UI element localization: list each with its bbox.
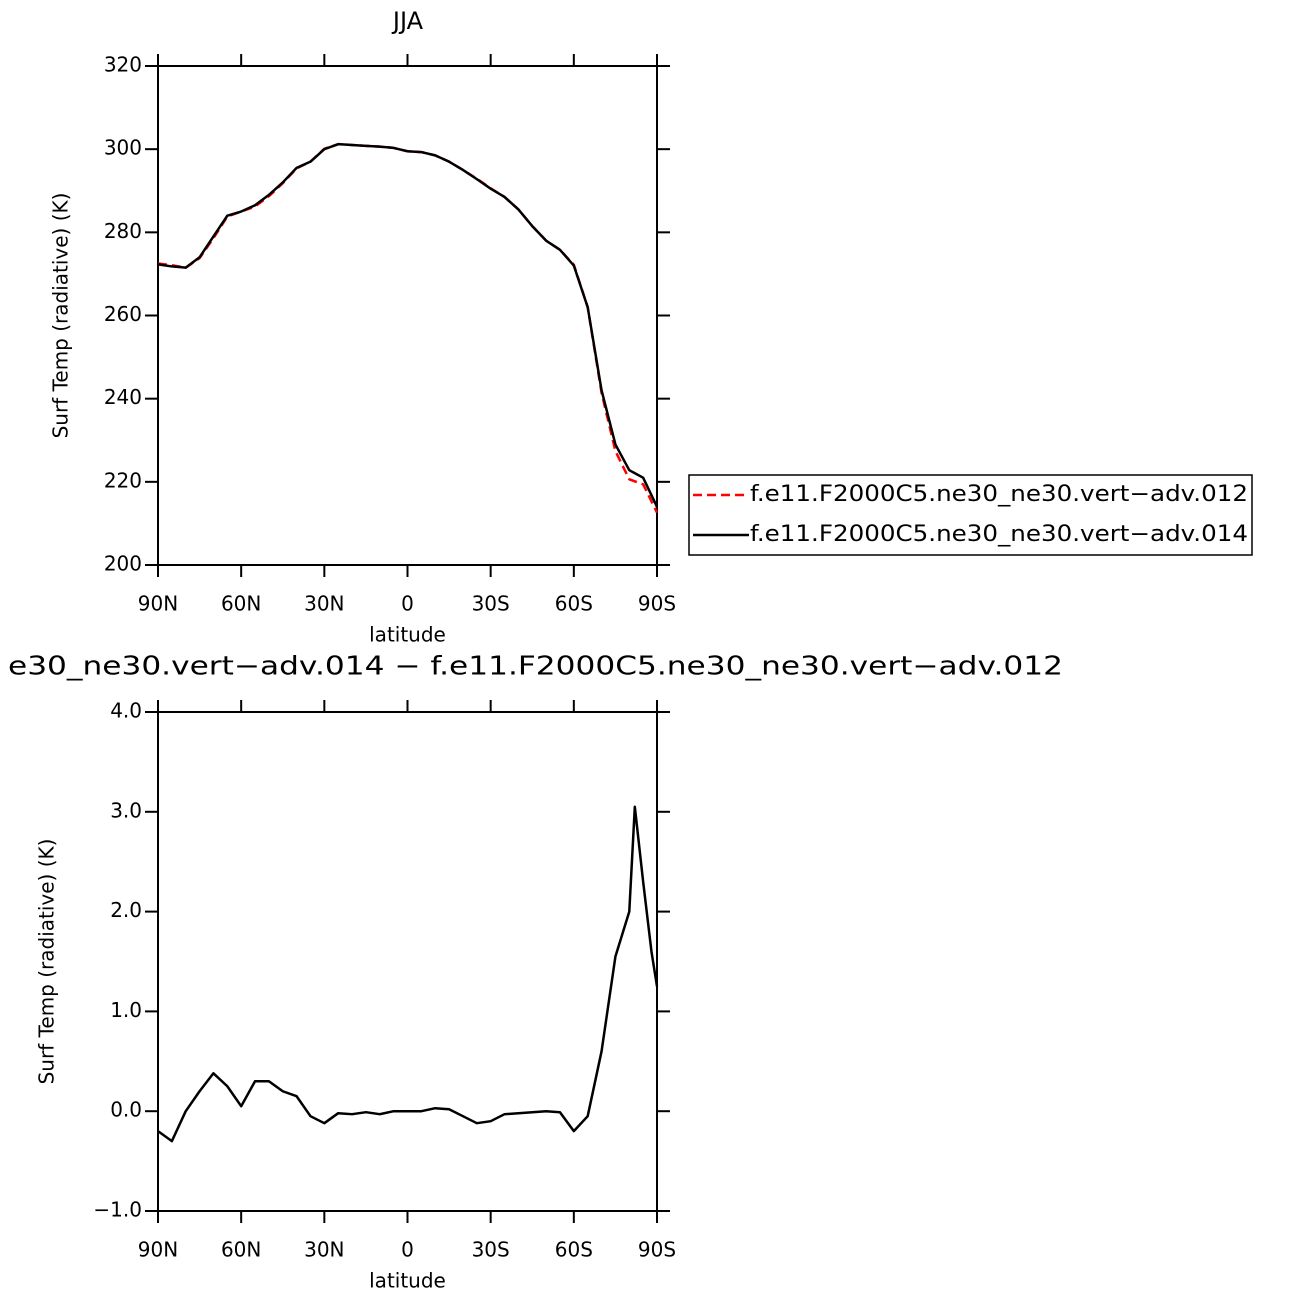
data-line [157,142,659,508]
x-tick-label: 30N [304,592,344,616]
y-axis-label: Surf Temp (radiative) (K) [49,193,73,439]
y-tick-label: 280 [104,219,142,243]
data-line [157,142,659,514]
plot-frame [157,65,658,566]
y-tick-label: −1.0 [93,1198,142,1222]
y-tick-label: 200 [104,552,142,576]
legend-label: f.e11.F2000C5.ne30_ne30.vert−adv.012 [750,482,1248,507]
data-line [157,805,659,1143]
x-tick-label: 60N [221,1238,261,1262]
y-tick-label: 260 [104,302,142,326]
chart-title: JJA [391,7,424,35]
x-tick-label: 60N [221,592,261,616]
x-tick-label: 60S [555,592,593,616]
legend-label: f.e11.F2000C5.ne30_ne30.vert−adv.014 [750,522,1248,547]
y-tick-label: 1.0 [110,998,142,1022]
x-tick-label: 90N [138,592,178,616]
x-tick-label: 30N [304,1238,344,1262]
x-axis-label: latitude [369,1269,446,1293]
y-tick-label: 240 [104,385,142,409]
x-tick-label: 90S [638,592,676,616]
legend-box [688,474,1253,556]
y-tick-label: 2.0 [110,898,142,922]
x-tick-label: 90N [138,1238,178,1262]
y-axis-label: Surf Temp (radiative) (K) [35,839,59,1085]
x-tick-label: 90S [638,1238,676,1262]
chart-title: e30_ne30.vert−adv.014 − f.e11.F2000C5.ne… [8,652,1063,682]
y-tick-label: 320 [104,53,142,77]
x-tick-label: 30S [472,1238,510,1262]
plot-frame [157,711,658,1212]
x-tick-label: 0 [401,592,414,616]
x-tick-label: 30S [472,592,510,616]
y-tick-label: 220 [104,468,142,492]
y-tick-label: 3.0 [110,798,142,822]
x-tick-label: 60S [555,1238,593,1262]
y-tick-label: 4.0 [110,699,142,723]
y-tick-label: 0.0 [110,1098,142,1122]
x-tick-label: 0 [401,1238,414,1262]
y-tick-label: 300 [104,136,142,160]
x-axis-label: latitude [369,623,446,647]
